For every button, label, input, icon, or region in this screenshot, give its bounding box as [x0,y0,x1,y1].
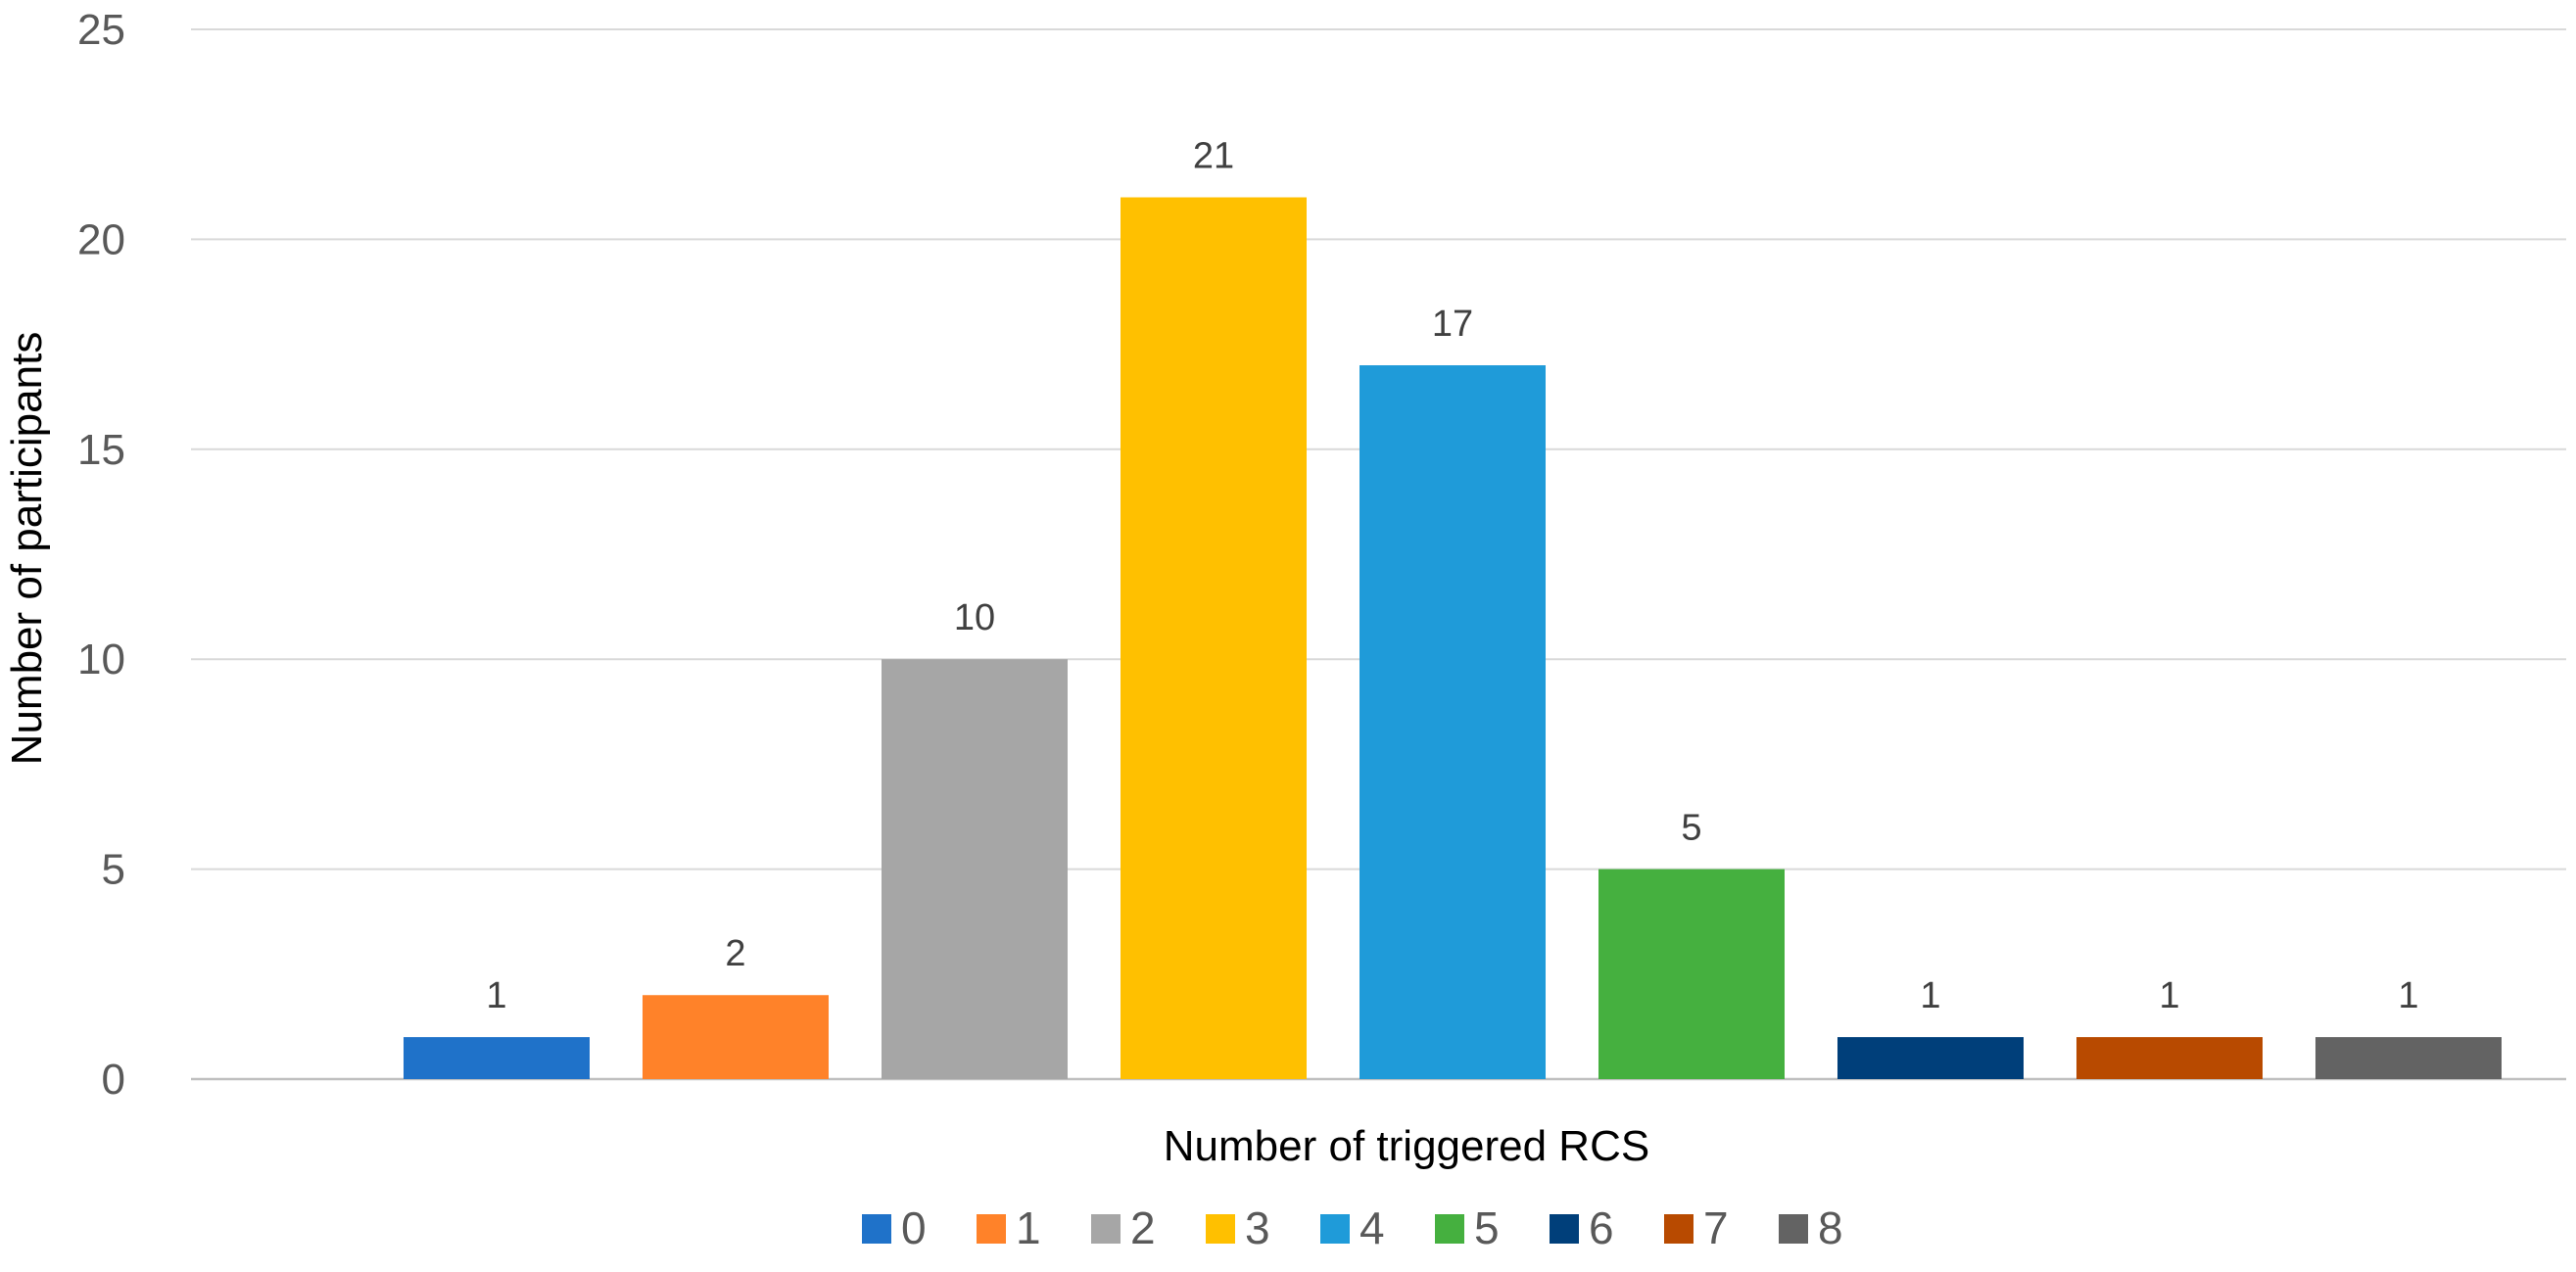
bar-1 [643,995,829,1079]
legend-swatch-8 [1779,1214,1808,1244]
x-axis-title: Number of triggered RCS [1164,1122,1649,1170]
data-label-5: 5 [1681,808,1701,849]
legend-label-5: 5 [1474,1202,1500,1253]
bar-2 [882,659,1068,1079]
y-tick-label: 20 [77,215,125,263]
data-label-7: 1 [2159,975,2179,1016]
legend-swatch-5 [1435,1214,1464,1244]
data-label-4: 17 [1432,304,1473,345]
legend-swatch-2 [1091,1214,1121,1244]
legend-swatch-4 [1320,1214,1350,1244]
legend-swatch-0 [862,1214,891,1244]
bar-4 [1360,365,1546,1079]
legend-label-8: 8 [1818,1202,1843,1253]
data-label-3: 21 [1193,136,1234,177]
legend-label-6: 6 [1589,1202,1614,1253]
legend: 0 1 2 3 4 5 6 7 8 [862,1202,1843,1253]
y-tick-label: 10 [77,636,125,683]
legend-swatch-6 [1550,1214,1579,1244]
y-axis-title: Number of participants [3,332,51,766]
bar-7 [2076,1037,2263,1079]
bar-3 [1121,197,1307,1079]
y-tick-label: 5 [102,846,125,894]
y-tick-label: 15 [77,426,125,474]
data-labels: 1 2 10 21 17 5 1 1 1 [486,136,2418,1017]
data-label-0: 1 [486,975,506,1016]
legend-label-7: 7 [1703,1202,1729,1253]
legend-swatch-1 [977,1214,1006,1244]
legend-swatch-3 [1206,1214,1235,1244]
legend-label-4: 4 [1360,1202,1385,1253]
data-label-6: 1 [1920,975,1940,1016]
y-tick-label: 25 [77,6,125,54]
legend-label-3: 3 [1245,1202,1270,1253]
bars [404,197,2502,1079]
bar-8 [2315,1037,2502,1079]
legend-label-0: 0 [901,1202,927,1253]
y-tick-label: 0 [102,1056,125,1104]
data-label-1: 2 [725,933,745,974]
legend-label-1: 1 [1016,1202,1041,1253]
y-axis-ticks: 0 5 10 15 20 25 [77,6,125,1104]
legend-label-2: 2 [1130,1202,1156,1253]
bar-6 [1837,1037,2024,1079]
data-label-2: 10 [954,597,995,638]
legend-swatch-7 [1664,1214,1693,1244]
bar-0 [404,1037,590,1079]
data-label-8: 1 [2398,975,2418,1016]
bar-5 [1598,869,1785,1079]
